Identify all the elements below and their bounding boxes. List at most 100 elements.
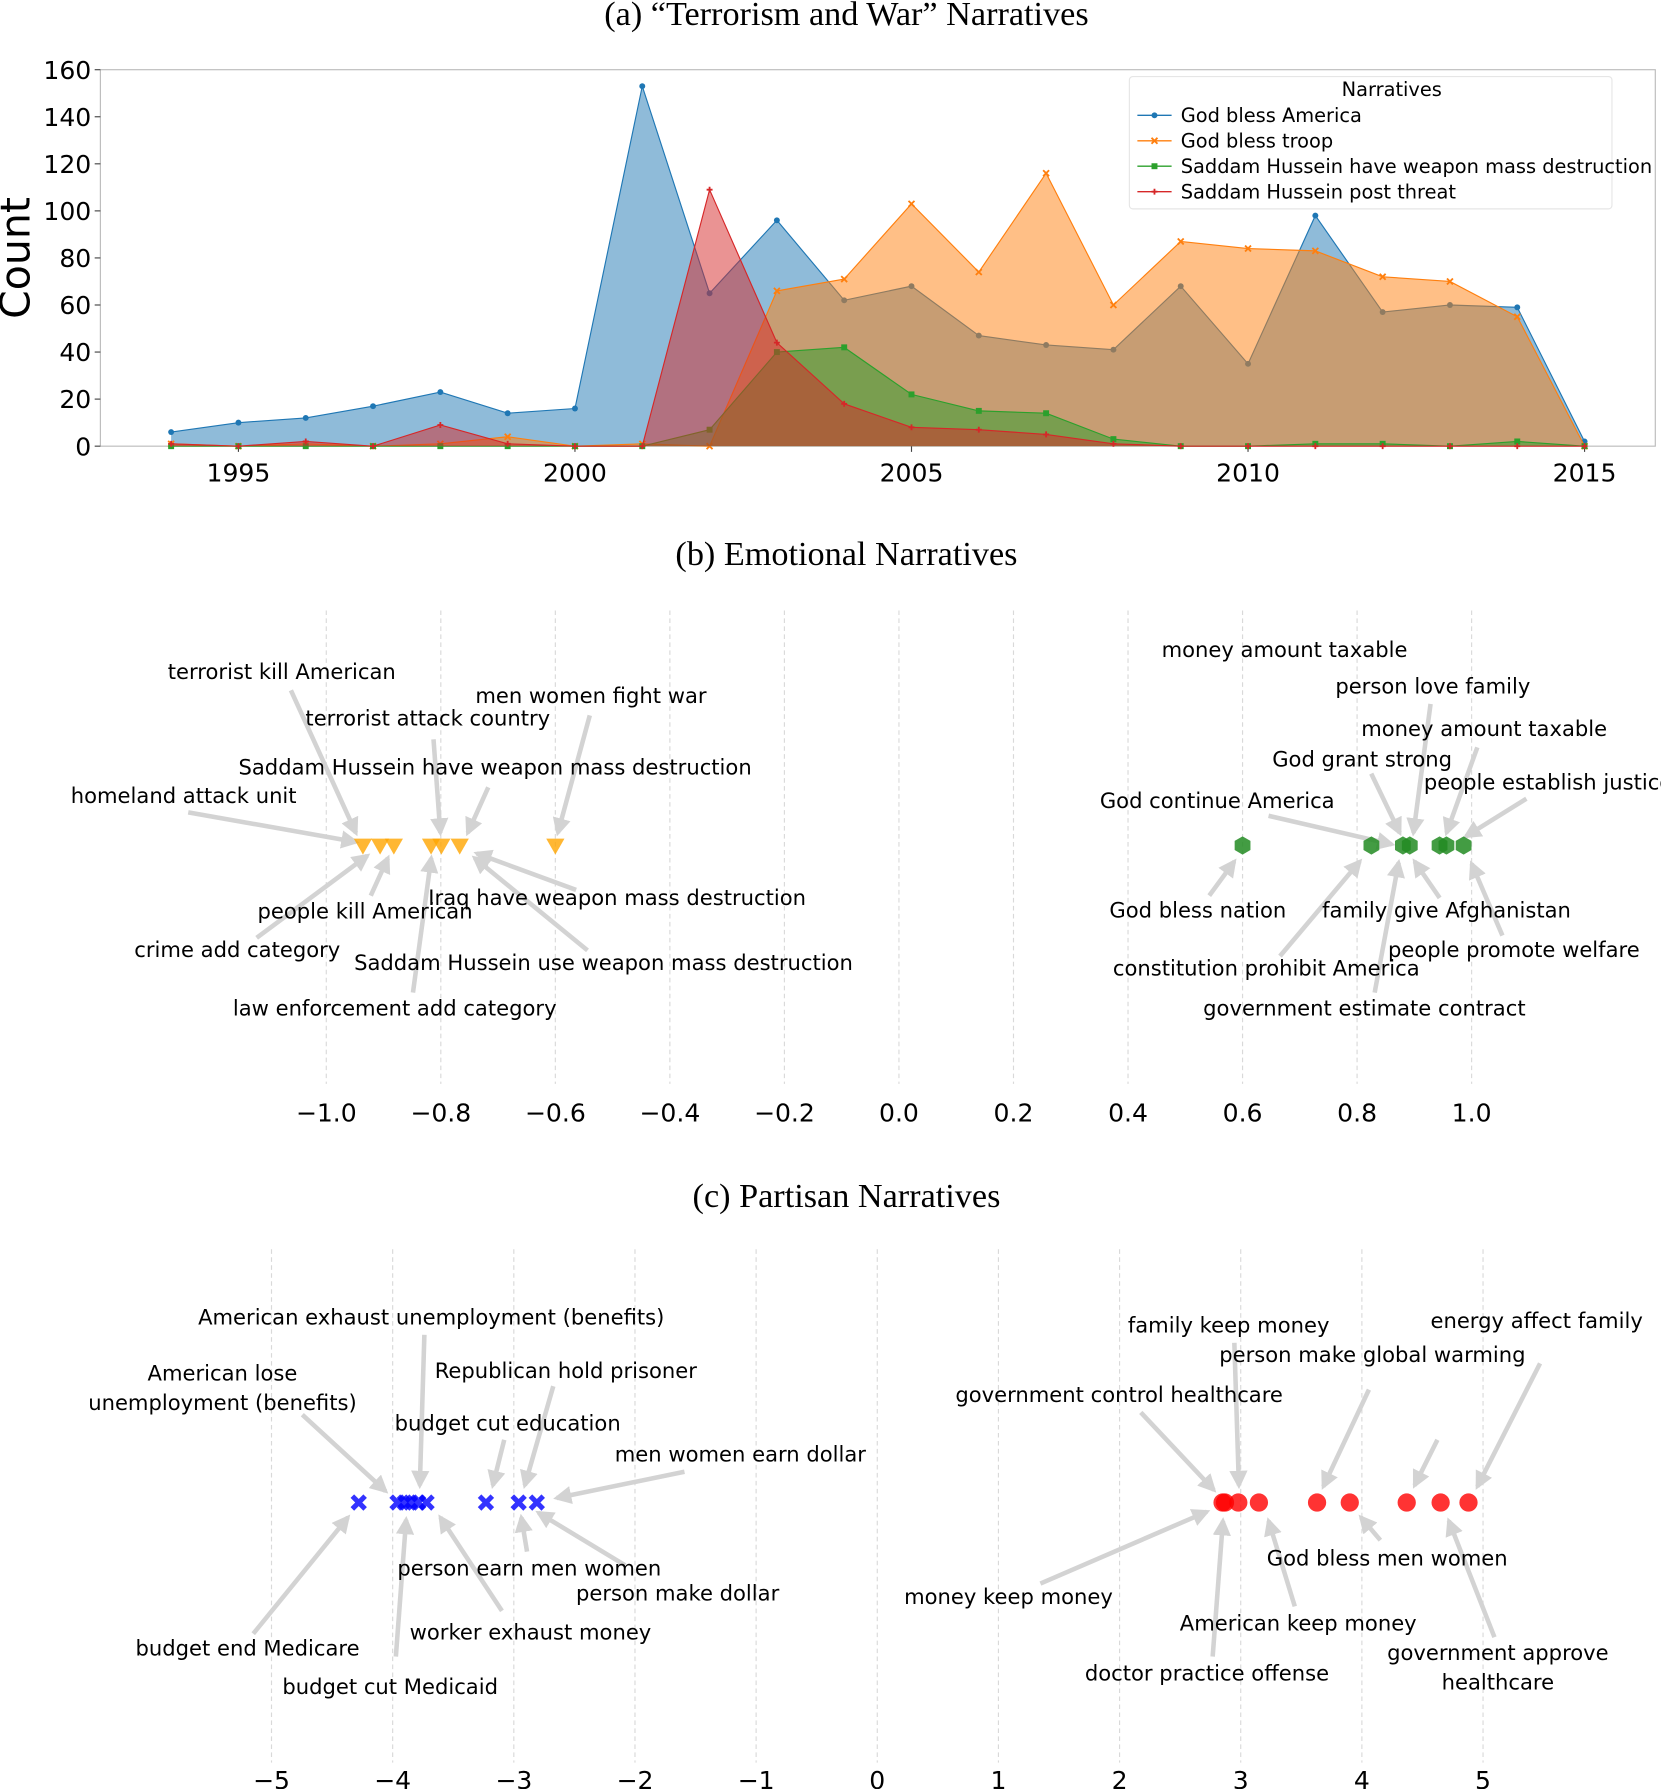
data-point-1 bbox=[773, 287, 781, 295]
annotation-arrow bbox=[1139, 1410, 1217, 1493]
data-point-3 bbox=[235, 443, 242, 450]
data-point-2 bbox=[1043, 410, 1050, 417]
data-point-1 bbox=[1244, 244, 1252, 253]
data-point-1 bbox=[1042, 169, 1050, 177]
annotation-label: Iraq have weapon mass destruction bbox=[428, 885, 806, 910]
annotation-arrow bbox=[410, 854, 439, 993]
data-point-1 bbox=[1401, 836, 1418, 855]
x-tick-label: −0.2 bbox=[754, 1099, 815, 1128]
annotation-arrow bbox=[1442, 746, 1480, 837]
y-tick-label: 40 bbox=[59, 338, 91, 367]
data-point-3 bbox=[370, 443, 377, 450]
annotation-label: government control healthcare bbox=[955, 1382, 1283, 1407]
legend-marker-3 bbox=[1151, 188, 1158, 195]
data-point-2 bbox=[841, 344, 848, 351]
x-tick-label: −3 bbox=[495, 1766, 532, 1789]
y-tick-label: 60 bbox=[59, 291, 91, 320]
data-point-0 bbox=[384, 838, 403, 855]
x-tick-label: 5 bbox=[1475, 1766, 1491, 1789]
x-tick-label: 2000 bbox=[543, 459, 607, 488]
data-point-3 bbox=[168, 440, 175, 447]
annotation-arrow bbox=[465, 786, 491, 837]
annotation-label: American lose bbox=[148, 1360, 298, 1385]
data-point-1 bbox=[840, 275, 848, 283]
data-point-3 bbox=[1110, 440, 1117, 447]
annotation-label: God bless nation bbox=[1109, 897, 1286, 922]
data-point-3 bbox=[1514, 443, 1521, 450]
data-point-1 bbox=[1109, 301, 1118, 309]
annotation-arrow bbox=[393, 1516, 415, 1657]
y-axis-label: Count bbox=[0, 197, 40, 319]
data-point-2 bbox=[1514, 438, 1521, 445]
legend-entry: God bless troop bbox=[1181, 130, 1333, 153]
data-point-0 bbox=[302, 414, 309, 421]
annotation-arrow bbox=[411, 1334, 430, 1490]
chart-title: (a) “Terrorism and War” Narratives bbox=[604, 0, 1088, 33]
data-point-1 bbox=[1459, 1493, 1478, 1512]
annotation-arrow bbox=[368, 854, 391, 897]
y-tick-label: 80 bbox=[59, 244, 91, 273]
data-point-1 bbox=[1311, 247, 1319, 255]
legend-title: Narratives bbox=[1342, 78, 1442, 101]
annotation-label: money amount taxable bbox=[1162, 637, 1408, 662]
data-point-0 bbox=[639, 83, 646, 90]
annotation-label: family give Afghanistan bbox=[1322, 897, 1571, 922]
data-point-3 bbox=[975, 426, 982, 433]
annotation-label: money keep money bbox=[904, 1584, 1113, 1609]
annotation-arrow bbox=[1039, 1509, 1211, 1586]
data-point-1 bbox=[1363, 836, 1380, 855]
legend-entry: Saddam Hussein post threat bbox=[1181, 180, 1457, 203]
annotation-arrow bbox=[471, 855, 589, 953]
data-point-2 bbox=[1110, 436, 1117, 443]
annotation-arrow bbox=[187, 810, 360, 849]
data-point-3 bbox=[773, 339, 780, 346]
legend-entry: God bless America bbox=[1181, 104, 1362, 127]
annotation-arrow bbox=[288, 689, 359, 837]
area-1 bbox=[171, 173, 1585, 447]
annotation-label: God continue America bbox=[1100, 788, 1335, 813]
data-point-3 bbox=[1446, 443, 1453, 450]
annotation-arrow bbox=[514, 1513, 533, 1552]
x-tick-label: 3 bbox=[1233, 1766, 1249, 1789]
x-tick-label: −5 bbox=[253, 1766, 290, 1789]
annotation-arrow bbox=[1229, 1342, 1248, 1490]
y-tick-label: 160 bbox=[43, 56, 91, 85]
data-point-3 bbox=[1043, 431, 1050, 438]
x-tick-label: −0.8 bbox=[410, 1099, 471, 1128]
annotation-arrow bbox=[553, 1469, 685, 1504]
annotation-label: God bless men women bbox=[1267, 1545, 1508, 1570]
annotation-arrow bbox=[1210, 1517, 1231, 1657]
legend-marker-2 bbox=[1151, 163, 1158, 170]
data-point-0 bbox=[546, 838, 565, 855]
annotation-arrow bbox=[255, 853, 371, 940]
data-point-3 bbox=[1379, 443, 1386, 450]
annotation-label: crime add category bbox=[134, 937, 340, 962]
data-point-1 bbox=[1431, 1493, 1450, 1512]
x-tick-label: −1.0 bbox=[296, 1099, 357, 1128]
x-tick-label: 1 bbox=[990, 1766, 1006, 1789]
annotation-label: person make global warming bbox=[1219, 1342, 1525, 1367]
annotation-arrow bbox=[1412, 1438, 1440, 1489]
data-point-0 bbox=[773, 217, 780, 224]
annotation-label: money amount taxable bbox=[1361, 716, 1607, 741]
annotation-label: Saddam Hussein have weapon mass destruct… bbox=[238, 755, 751, 780]
annotation-label: people kill American bbox=[258, 898, 473, 923]
x-tick-label: 0.2 bbox=[994, 1099, 1034, 1128]
annotation-label: terrorist attack country bbox=[305, 706, 550, 731]
data-point-3 bbox=[1312, 443, 1319, 450]
data-point-1 bbox=[1215, 1493, 1235, 1512]
data-point-1 bbox=[1438, 836, 1455, 855]
annotation-arrow bbox=[1372, 858, 1405, 994]
annotation-arrow bbox=[487, 1439, 507, 1489]
annotation-label: budget end Medicare bbox=[136, 1635, 360, 1660]
data-point-1 bbox=[1229, 1493, 1248, 1512]
data-point-3 bbox=[437, 422, 444, 428]
y-tick-label: 100 bbox=[43, 197, 91, 226]
legend-entry: Saddam Hussein have weapon mass destruct… bbox=[1181, 155, 1652, 178]
annotation-label: men women earn dollar bbox=[615, 1441, 867, 1466]
y-tick-label: 120 bbox=[43, 150, 91, 179]
annotation-label: family keep money bbox=[1128, 1313, 1330, 1338]
annotation-label: worker exhaust money bbox=[410, 1619, 652, 1644]
